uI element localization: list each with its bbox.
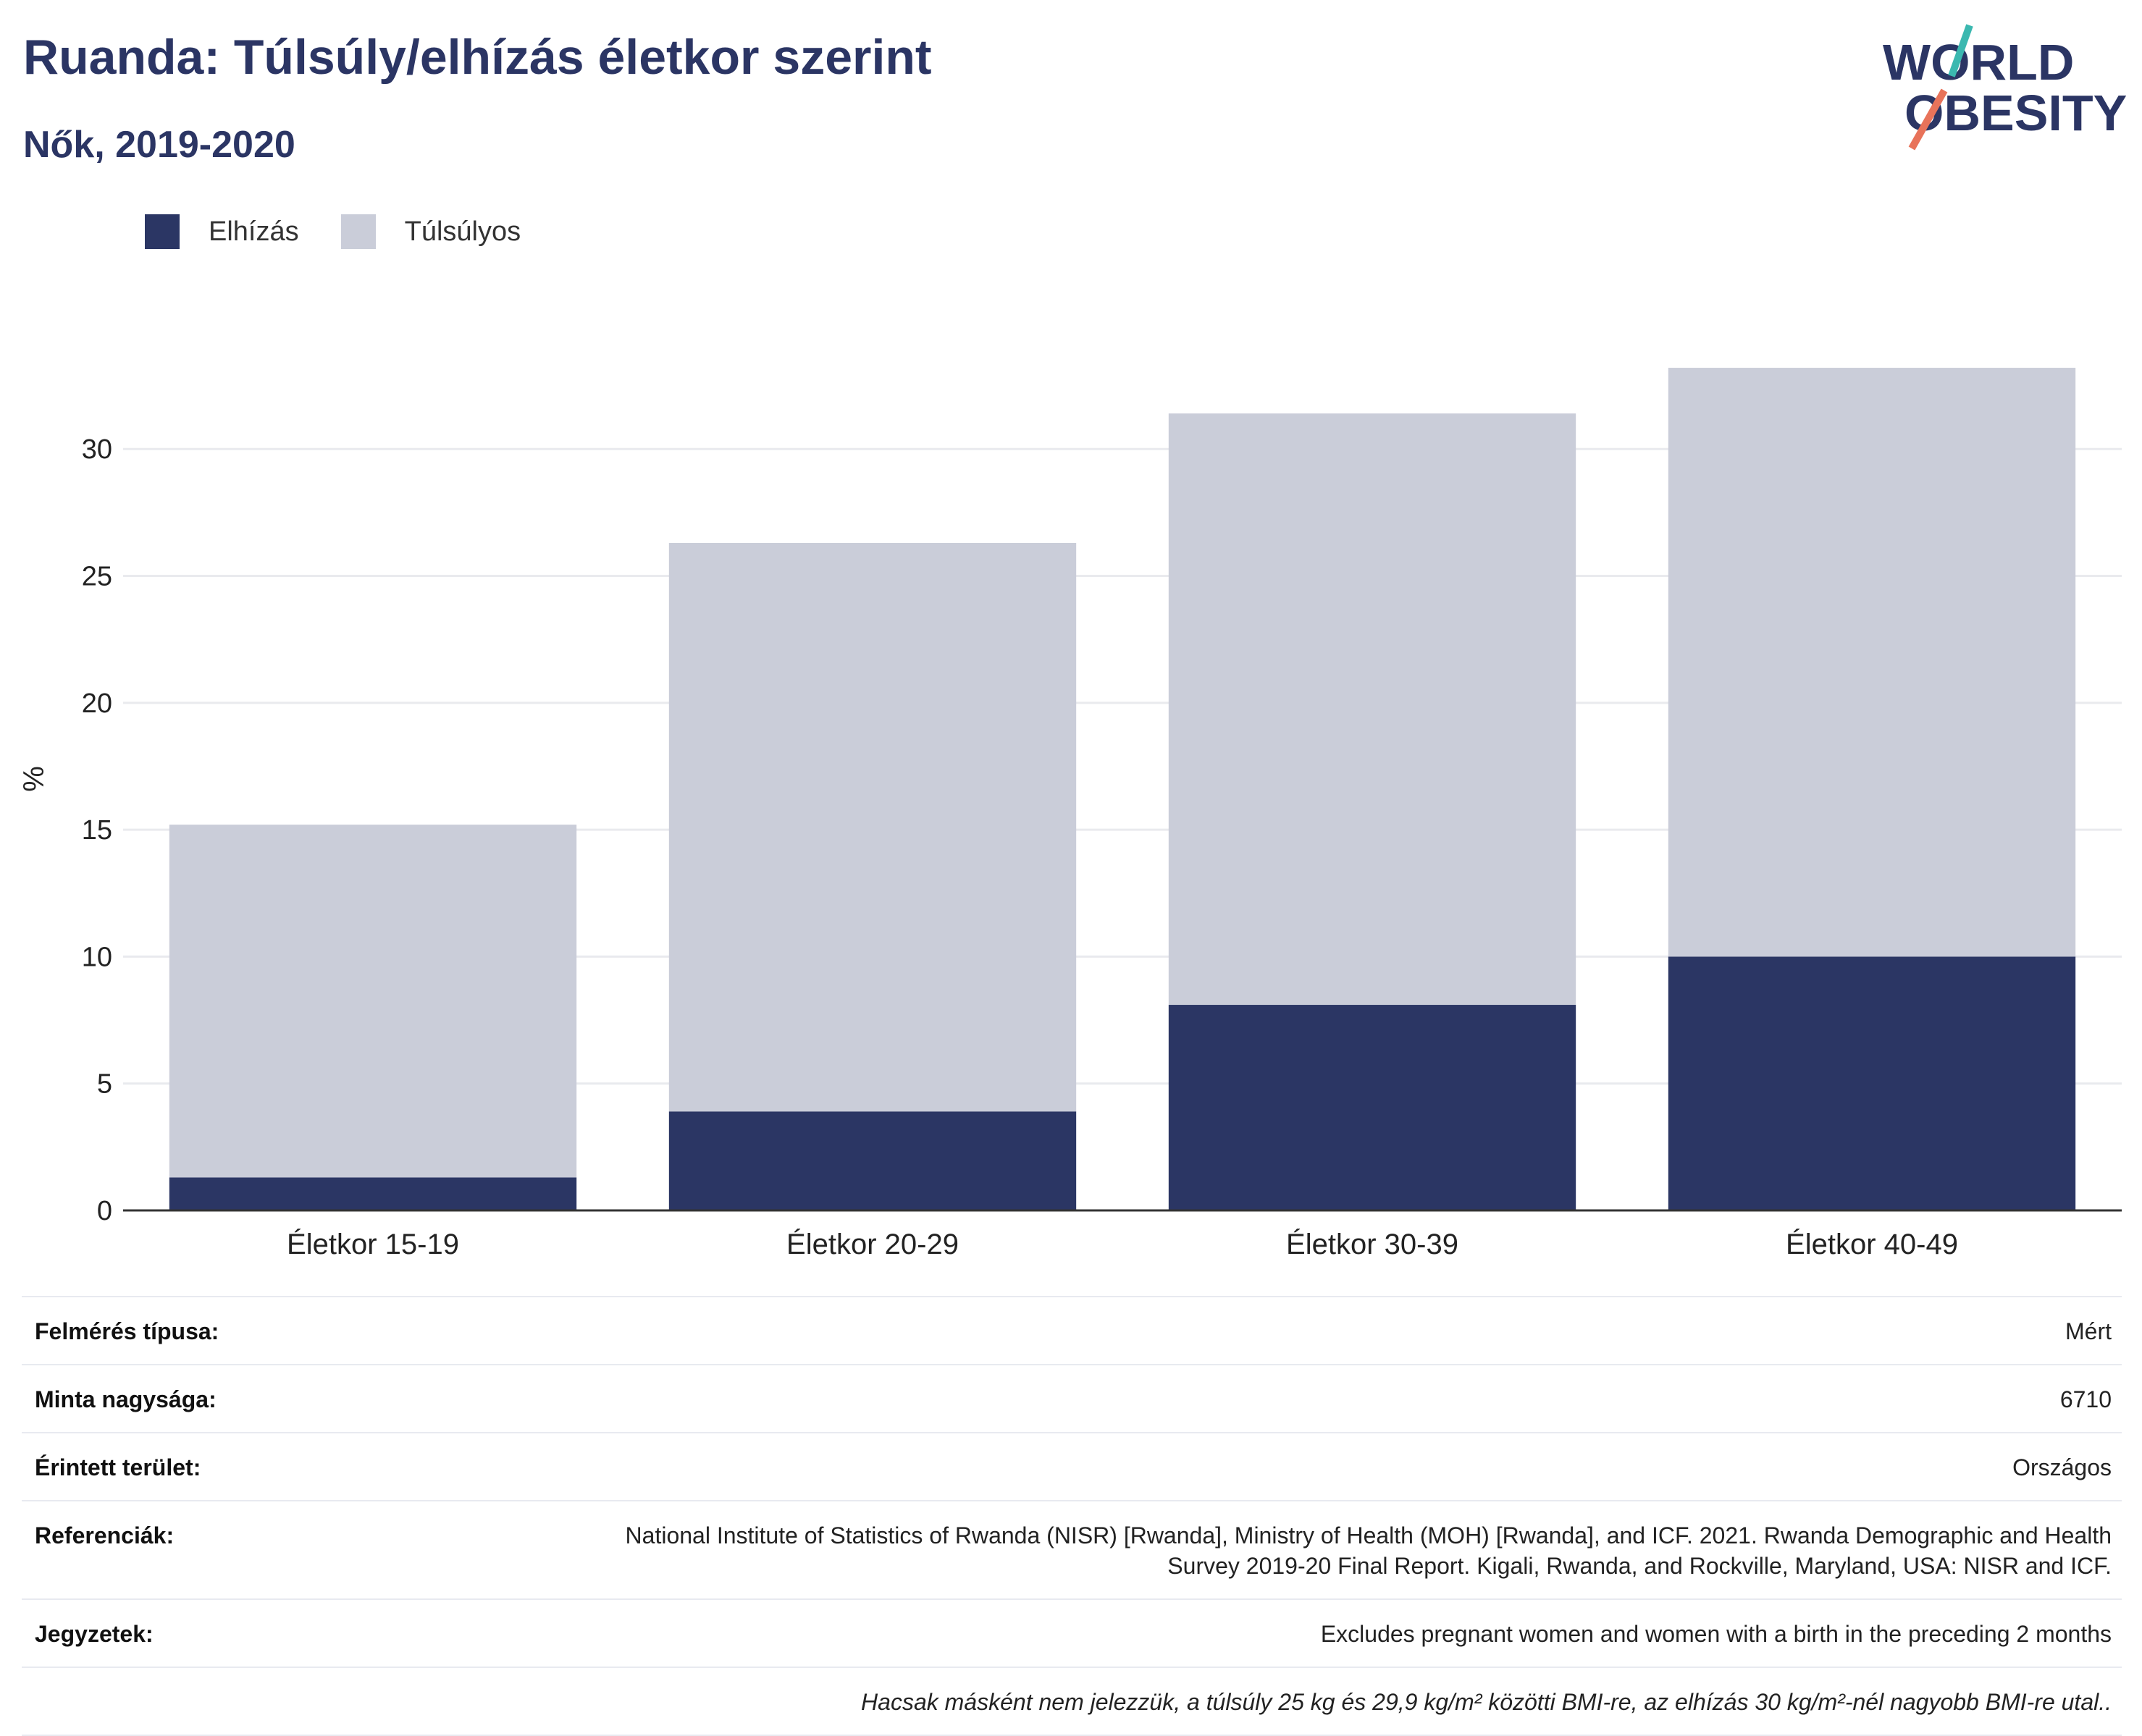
bar-obesity [1668,956,2076,1210]
info-label: Minta nagysága: [35,1386,217,1412]
info-label: Jegyzetek: [35,1621,154,1647]
info-row-area: Érintett terület: Országos [22,1433,2122,1501]
y-tick-label: 15 [82,815,112,846]
survey-info-table: Felmérés típusa: Mért Minta nagysága: 67… [22,1296,2122,1736]
bar-overweight [169,825,577,1178]
info-label: Referenciák: [35,1522,175,1549]
bar-overweight [1668,368,2076,957]
info-label: Felmérés típusa: [35,1318,219,1344]
logo-slash-teal [1948,24,1973,77]
x-tick-label: Életkor 15-19 [287,1228,459,1260]
y-tick-label: 30 [82,434,112,465]
bar-obesity [1168,1005,1576,1210]
chart-subtitle: Nők, 2019-2020 [23,124,295,166]
legend-item-overweight[interactable]: Túlsúlyos [340,214,521,249]
world-obesity-logo: WORLD OBESITY [1883,24,2127,151]
info-value: National Institute of Statistics of Rwan… [625,1522,2112,1579]
info-row-sample-size: Minta nagysága: 6710 [22,1365,2122,1433]
logo-text-world: WORLD [1883,34,2074,90]
y-tick-label: 5 [97,1069,112,1100]
x-tick-label: Életkor 40-49 [1786,1228,1958,1260]
info-row-notes: Jegyzetek: Excludes pregnant women and w… [22,1600,2122,1668]
legend-label-obesity: Elhízás [209,216,299,247]
x-tick-label: Életkor 20-29 [786,1228,959,1260]
y-tick-label: 25 [82,562,112,592]
y-tick-label: 10 [82,942,112,972]
info-row-references: Referenciák: National Institute of Stati… [22,1501,2122,1600]
info-value: Országos [2012,1454,2112,1480]
info-label: Érintett terület: [35,1454,201,1480]
legend-label-overweight: Túlsúlyos [404,216,521,247]
bar-overweight [1168,413,1576,1006]
legend-item-obesity[interactable]: Elhízás [145,214,299,249]
info-value: Excludes pregnant women and women with a… [1320,1621,2112,1647]
y-tick-label: 0 [97,1196,112,1226]
x-tick-label: Életkor 30-39 [1286,1228,1458,1260]
stacked-bar-chart: 0 5 10 15 20 25 30% Életkor 15-19 Életkor 20-29 É… [18,368,2122,1260]
y-tick-label: 20 [82,688,112,719]
bmi-definition-note: Hacsak másként nem jelezzük, a túlsúly 2… [861,1689,2112,1715]
legend-swatch-obesity [145,214,180,249]
bar-overweight [668,542,1077,1112]
bar-obesity [668,1111,1077,1210]
info-row-survey-type: Felmérés típusa: Mért [22,1297,2122,1365]
y-axis-label: % [18,766,50,792]
info-row-bmi-note: Hacsak másként nem jelezzük, a túlsúly 2… [22,1668,2122,1736]
logo-text-obesity: OBESITY [1904,85,2127,141]
info-value: Mért [2065,1318,2112,1344]
chart-title: Ruanda: Túlsúly/elhízás életkor szerint [23,30,932,85]
legend-swatch-overweight [340,214,376,249]
logo-slash-coral [1908,88,1948,151]
info-value: 6710 [2059,1386,2112,1412]
bar-obesity [169,1177,577,1210]
chart-legend: Elhízás Túlsúlyos [145,214,563,249]
